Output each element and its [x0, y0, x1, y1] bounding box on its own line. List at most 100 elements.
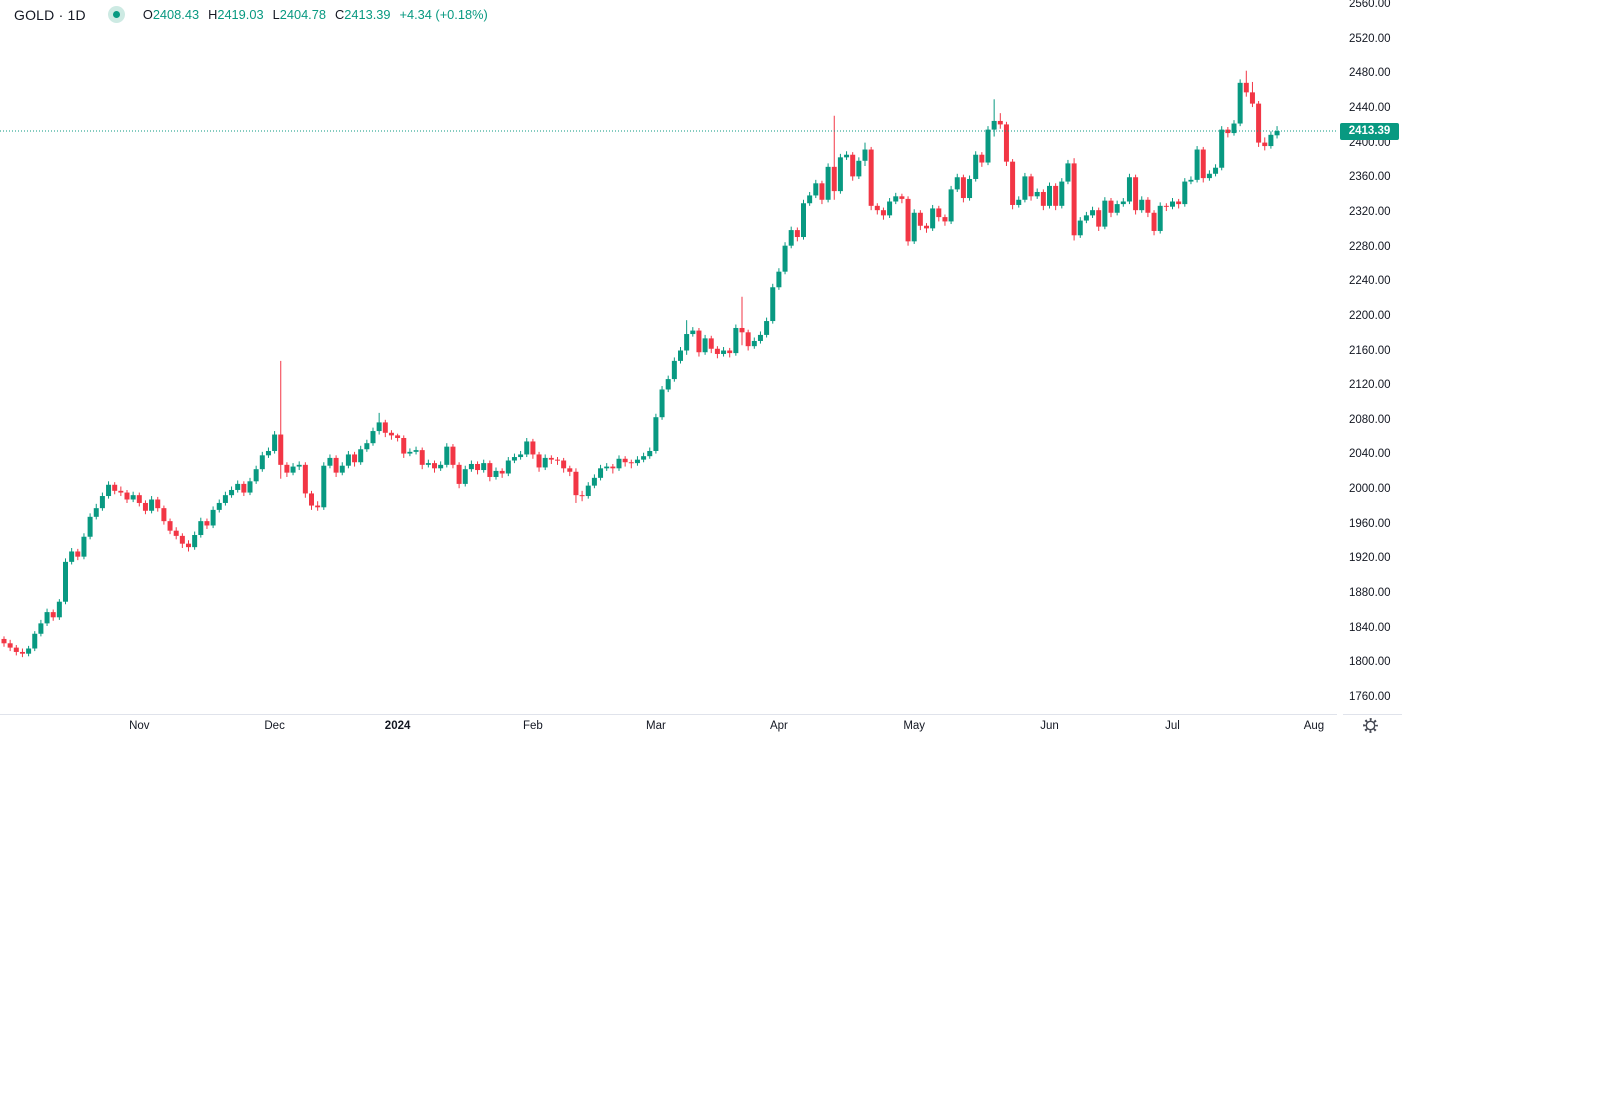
- candle[interactable]: [1157, 205, 1163, 231]
- candle[interactable]: [186, 543, 191, 548]
- candle[interactable]: [309, 493, 314, 506]
- candle[interactable]: [905, 198, 911, 242]
- candle[interactable]: [388, 432, 394, 436]
- candle[interactable]: [81, 536, 87, 557]
- candle[interactable]: [1003, 124, 1009, 162]
- candle[interactable]: [671, 360, 677, 380]
- candle[interactable]: [868, 149, 874, 206]
- candle[interactable]: [788, 230, 794, 246]
- candle[interactable]: [284, 464, 290, 473]
- candle[interactable]: [1237, 82, 1243, 124]
- candle[interactable]: [573, 471, 579, 496]
- candle[interactable]: [370, 431, 376, 444]
- candle[interactable]: [142, 502, 148, 511]
- candle[interactable]: [290, 466, 296, 473]
- candle[interactable]: [444, 446, 450, 465]
- candle[interactable]: [770, 287, 776, 322]
- candle[interactable]: [604, 466, 610, 469]
- candle[interactable]: [38, 623, 44, 634]
- candle[interactable]: [1151, 212, 1157, 231]
- candle[interactable]: [1176, 201, 1182, 205]
- candle[interactable]: [456, 464, 462, 484]
- candle[interactable]: [665, 379, 671, 390]
- candle[interactable]: [222, 495, 228, 503]
- candle[interactable]: [179, 535, 185, 544]
- candle[interactable]: [87, 516, 93, 537]
- candle[interactable]: [93, 508, 99, 517]
- candle[interactable]: [634, 459, 640, 464]
- candle[interactable]: [1096, 210, 1102, 227]
- candle[interactable]: [641, 456, 647, 460]
- candle[interactable]: [555, 459, 560, 461]
- candle[interactable]: [63, 561, 68, 602]
- candle[interactable]: [979, 154, 985, 163]
- candle[interactable]: [911, 212, 917, 242]
- candle[interactable]: [1268, 134, 1274, 147]
- candle[interactable]: [321, 465, 327, 508]
- candle[interactable]: [579, 495, 585, 497]
- candle[interactable]: [395, 435, 401, 438]
- candle[interactable]: [880, 210, 886, 216]
- candle[interactable]: [628, 462, 634, 464]
- candle[interactable]: [616, 458, 622, 469]
- candle[interactable]: [524, 441, 530, 455]
- candle[interactable]: [32, 633, 38, 649]
- candle[interactable]: [776, 271, 782, 288]
- candle[interactable]: [327, 457, 333, 466]
- candle[interactable]: [462, 469, 468, 484]
- candle[interactable]: [813, 183, 819, 196]
- candle[interactable]: [764, 321, 770, 335]
- candle[interactable]: [106, 484, 112, 497]
- candle[interactable]: [924, 225, 929, 229]
- candle[interactable]: [708, 338, 714, 349]
- candle[interactable]: [1065, 163, 1071, 182]
- candle[interactable]: [1090, 210, 1096, 216]
- candle[interactable]: [733, 327, 739, 354]
- candle[interactable]: [647, 450, 653, 457]
- candle[interactable]: [850, 154, 856, 177]
- candle[interactable]: [13, 647, 19, 652]
- candle[interactable]: [1182, 181, 1188, 205]
- candle[interactable]: [413, 450, 419, 452]
- candle[interactable]: [1213, 167, 1219, 174]
- candle[interactable]: [825, 166, 831, 200]
- candle[interactable]: [757, 334, 763, 341]
- candle[interactable]: [493, 470, 499, 477]
- candle[interactable]: [536, 454, 542, 468]
- candle[interactable]: [530, 441, 536, 455]
- candle[interactable]: [1126, 177, 1132, 202]
- candle[interactable]: [967, 178, 973, 199]
- candle[interactable]: [1163, 205, 1169, 207]
- candle[interactable]: [1034, 191, 1040, 197]
- candle[interactable]: [610, 466, 616, 469]
- candle[interactable]: [1219, 129, 1225, 168]
- candle[interactable]: [382, 422, 388, 433]
- candle[interactable]: [99, 496, 105, 509]
- candle[interactable]: [1059, 181, 1065, 206]
- candle[interactable]: [751, 340, 757, 347]
- candle[interactable]: [241, 483, 247, 493]
- candle[interactable]: [235, 483, 241, 490]
- candle[interactable]: [856, 160, 862, 177]
- candle[interactable]: [1028, 176, 1034, 197]
- candle[interactable]: [714, 348, 720, 354]
- candle[interactable]: [407, 451, 413, 454]
- candle[interactable]: [936, 208, 942, 218]
- candle[interactable]: [1010, 161, 1016, 205]
- candle[interactable]: [862, 149, 868, 161]
- candle[interactable]: [794, 230, 800, 238]
- candle[interactable]: [622, 458, 628, 463]
- candle[interactable]: [69, 551, 75, 562]
- settings-gear-icon[interactable]: [1361, 716, 1380, 735]
- candle[interactable]: [997, 120, 1003, 125]
- series-visibility-dot-icon[interactable]: [107, 6, 125, 23]
- candle[interactable]: [930, 208, 936, 229]
- candle[interactable]: [1194, 149, 1200, 180]
- candlestick-plot[interactable]: [0, 0, 1611, 745]
- candle[interactable]: [124, 492, 130, 500]
- candle[interactable]: [659, 389, 665, 418]
- candle[interactable]: [542, 457, 548, 468]
- candle[interactable]: [1188, 179, 1194, 182]
- candle[interactable]: [678, 350, 683, 361]
- candle[interactable]: [487, 463, 493, 477]
